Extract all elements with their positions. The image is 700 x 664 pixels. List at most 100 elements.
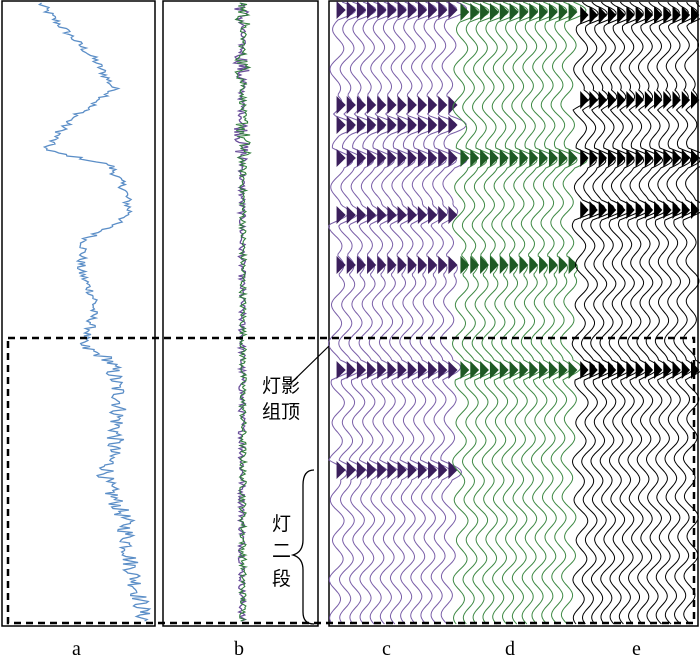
panel-b-frame	[162, 0, 319, 627]
seismic-peak	[470, 361, 480, 379]
seismic-peak	[617, 201, 626, 219]
seismic-peak	[654, 6, 663, 24]
seismic-trace	[654, 1, 682, 625]
seismic-traces-d	[451, 1, 588, 625]
seismic-peak	[417, 206, 428, 224]
seismic-peak	[607, 361, 617, 379]
seismic-trace	[550, 1, 578, 625]
seismic-peak	[681, 201, 691, 219]
seismic-peak	[568, 361, 578, 379]
seismic-peak	[407, 116, 417, 134]
seismic-trace	[599, 1, 626, 625]
seismic-peak	[356, 1, 367, 19]
seismic-peak	[356, 256, 367, 274]
seismic-trace	[530, 1, 558, 625]
seismic-peak	[438, 1, 448, 19]
seismic-peak	[519, 361, 529, 379]
seismic-peak	[626, 91, 635, 109]
seismic-trace	[560, 1, 588, 625]
seismic-peak	[367, 461, 377, 479]
seismic-peak	[428, 96, 438, 114]
seismic-peak	[691, 91, 700, 109]
seismic-trace	[617, 1, 645, 625]
seismic-peak	[407, 206, 417, 224]
seismic-peak	[580, 91, 589, 109]
seismic-peak	[448, 256, 458, 274]
seismic-peak	[397, 116, 407, 134]
seismic-peak	[654, 361, 663, 379]
seismic-peak	[672, 6, 681, 24]
seismic-peak	[336, 149, 346, 167]
seismic-peak	[672, 91, 681, 109]
seismic-peak	[607, 6, 617, 24]
seismic-peak	[397, 256, 407, 274]
seismic-peak	[438, 461, 448, 479]
seismic-peak	[529, 361, 539, 379]
seismic-peak	[480, 256, 489, 274]
seismic-peak	[589, 91, 598, 109]
seismic-peak	[691, 149, 700, 167]
seismic-peak	[607, 201, 617, 219]
seismic-peak	[438, 206, 448, 224]
seismic-peak	[377, 256, 387, 274]
log-a-line	[37, 2, 152, 622]
seismic-traces-e	[571, 1, 700, 625]
seismic-peak	[539, 361, 548, 379]
seismic-peak	[519, 256, 529, 274]
seismic-peak	[663, 361, 672, 379]
seismic-trace	[590, 1, 617, 625]
seismic-peak	[460, 361, 470, 379]
seismic-peak	[377, 461, 387, 479]
seismic-peak	[336, 116, 346, 134]
seismic-peak	[417, 149, 428, 167]
seismic-peak	[558, 256, 568, 274]
seismic-peak	[568, 256, 578, 274]
seismic-peak	[635, 201, 644, 219]
seismic-peak	[580, 201, 589, 219]
seismic-peak	[654, 201, 663, 219]
panel-label-a: a	[72, 638, 81, 660]
seismic-peak	[644, 201, 654, 219]
seismic-trace	[673, 1, 700, 625]
seismic-peak	[580, 361, 589, 379]
seismic-peak	[509, 149, 519, 167]
seismic-peak	[346, 149, 356, 167]
seismic-peak	[417, 256, 428, 274]
seismic-peak	[539, 3, 548, 21]
member-brace	[290, 469, 315, 625]
panel-label-e: e	[632, 638, 641, 660]
seismic-peak	[480, 361, 489, 379]
seismic-peak	[509, 3, 519, 21]
seismic-peak	[589, 361, 598, 379]
seismic-peak	[568, 3, 578, 21]
seismic-peak	[397, 461, 407, 479]
seismic-peak	[598, 201, 607, 219]
seismic-peak	[346, 1, 356, 19]
seismic-peak	[397, 149, 407, 167]
seismic-peak	[499, 149, 509, 167]
seismic-trace	[409, 1, 437, 625]
seismic-peak	[509, 361, 519, 379]
seismic-peak	[663, 6, 672, 24]
seismic-peak	[377, 206, 387, 224]
formation-top-pointer	[288, 345, 330, 386]
formation-top-label-line2: 组顶	[262, 401, 300, 423]
seismic-peak	[417, 96, 428, 114]
panel-label-d: d	[505, 638, 515, 660]
seismic-peak	[489, 3, 499, 21]
seismic-peak	[589, 6, 598, 24]
seismic-trace	[419, 1, 447, 625]
seismic-peak	[589, 201, 598, 219]
log-curve-a	[37, 2, 152, 622]
seismic-peak	[644, 6, 654, 24]
seismic-peak	[460, 149, 470, 167]
seismic-peak	[367, 116, 377, 134]
seismic-peak	[367, 206, 377, 224]
seismic-trace	[491, 1, 519, 625]
seismic-trace	[580, 1, 608, 625]
seismic-peak	[346, 361, 356, 379]
seismic-peak	[367, 256, 377, 274]
seismic-trace	[608, 1, 635, 625]
seismic-peak	[448, 149, 458, 167]
seismic-trace	[389, 1, 417, 625]
